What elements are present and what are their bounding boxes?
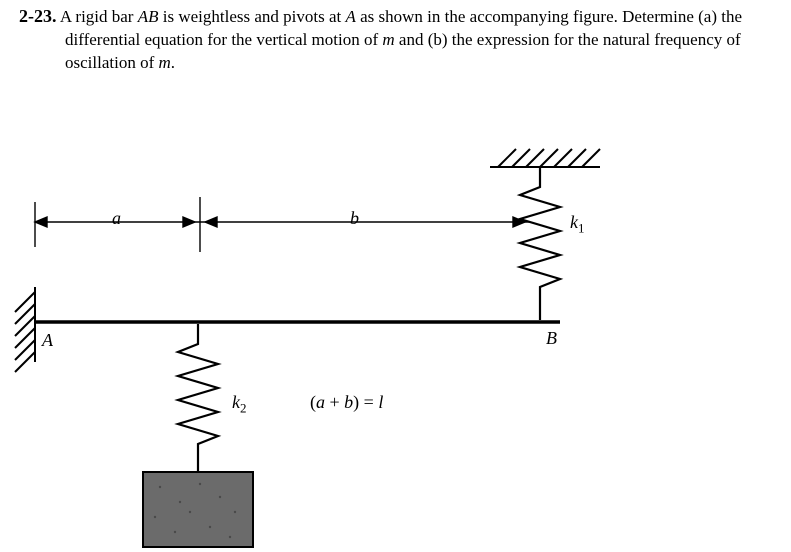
- label-k1: k1: [570, 212, 585, 237]
- label-length-equation: (a + b) = l: [310, 392, 383, 413]
- mass-symbol-2: m: [158, 53, 170, 72]
- figure-diagram: a b k1 k2 A B (a + b) = l: [0, 92, 791, 552]
- wall-hatching-left: [15, 287, 35, 372]
- bar-symbol: AB: [138, 7, 159, 26]
- pivot-symbol: A: [345, 7, 355, 26]
- label-k1-sub: 1: [578, 220, 585, 235]
- spring-k1: [520, 167, 560, 320]
- eq-l: l: [378, 392, 383, 412]
- label-k2: k2: [232, 392, 247, 417]
- label-b: b: [350, 208, 359, 229]
- label-A: A: [42, 330, 53, 351]
- label-a: a: [112, 208, 121, 229]
- ceiling-hatching: [490, 149, 600, 167]
- text-end: .: [171, 53, 175, 72]
- text-2: is weightless and pivots at: [159, 7, 346, 26]
- mass-block: [143, 472, 253, 547]
- label-B: B: [546, 328, 557, 349]
- label-k1-base: k: [570, 212, 578, 232]
- spring-k2: [178, 324, 218, 472]
- mass-symbol: m: [382, 30, 394, 49]
- label-k2-base: k: [232, 392, 240, 412]
- eq-a: a: [316, 392, 325, 412]
- label-k2-sub: 2: [240, 400, 247, 415]
- text-1: A rigid bar: [60, 7, 138, 26]
- problem-paragraph: 2-23. A rigid bar AB is weightless and p…: [8, 4, 783, 75]
- eq-b: b: [344, 392, 353, 412]
- dimension-lines: [35, 197, 530, 252]
- problem-number: 2-23.: [19, 6, 57, 26]
- problem-statement: 2-23. A rigid bar AB is weightless and p…: [0, 0, 791, 75]
